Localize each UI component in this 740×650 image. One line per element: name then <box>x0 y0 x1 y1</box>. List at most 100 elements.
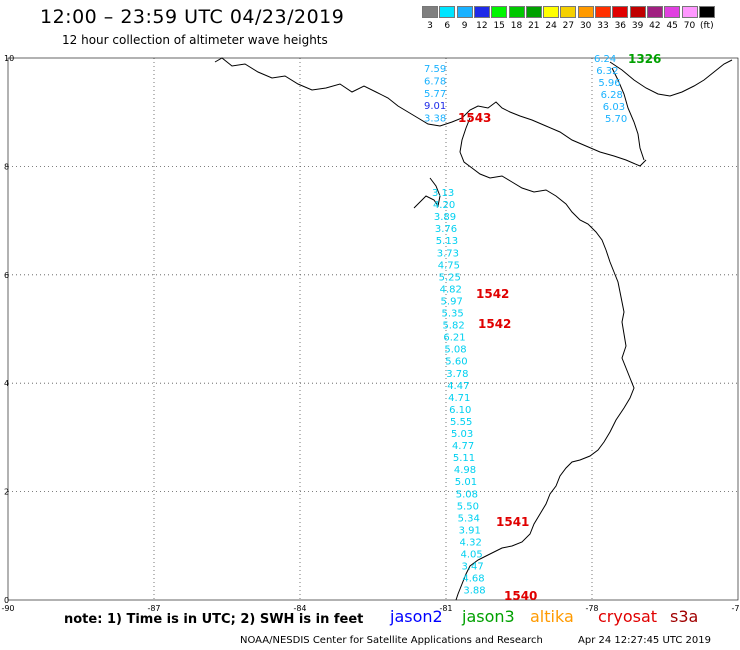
legend-swatch <box>456 6 473 18</box>
y-tick-label: 0 <box>4 596 9 605</box>
wave-height-label: 5.70 <box>605 114 627 125</box>
wave-height-label: 3.89 <box>434 212 456 223</box>
y-tick-label: 2 <box>4 488 9 497</box>
lat-lon-grid <box>8 58 738 600</box>
legend-swatch <box>698 6 715 18</box>
legend-label: 42 <box>649 21 661 31</box>
map-subtitle: 12 hour collection of altimeter wave hei… <box>62 33 328 47</box>
wave-height-label: 5.50 <box>457 501 479 512</box>
pass-time-label: 1541 <box>496 515 529 529</box>
wave-annotations: 7.596.78 5.779.01 3.38 1543 6.246.325.966.28… <box>424 52 661 603</box>
wave-height-label: 4.47 <box>447 381 469 392</box>
legend-swatch <box>439 6 456 18</box>
legend-label: 21 <box>528 21 540 31</box>
wave-height-label: 9.01 <box>424 101 446 112</box>
legend-swatch <box>422 6 438 18</box>
legend-label: 33 <box>597 21 609 31</box>
legend-label: 30 <box>579 21 592 31</box>
cuba-south-coast <box>611 67 645 161</box>
wave-height-label: 6.03 <box>603 102 625 113</box>
y-tick-label: 10 <box>4 54 14 63</box>
legend-swatch <box>664 6 681 18</box>
gulf-of-honduras-coast <box>413 177 441 209</box>
central-america-coast <box>455 117 635 601</box>
wave-height-label: 5.01 <box>455 477 477 488</box>
pass-time-label: 1542 <box>478 317 511 331</box>
wave-height-label: 4.20 <box>433 200 455 211</box>
footer-timestamp: Apr 24 12:27:45 UTC 2019 <box>578 635 711 646</box>
legend-swatch <box>629 6 646 18</box>
x-tick-label: -90 <box>1 604 14 613</box>
wave-height-label: 5.55 <box>450 417 472 428</box>
wave-height-label: 4.32 <box>460 537 482 548</box>
wave-height-label: 6.24 <box>594 54 616 65</box>
wave-height-label: 5.03 <box>451 429 473 440</box>
wave-height-label: 3.78 <box>446 369 468 380</box>
legend-label: 45 <box>666 21 678 31</box>
wave-height-label: 5.82 <box>442 321 464 332</box>
legend-swatch <box>473 6 490 18</box>
legend-label: 70 <box>683 21 696 31</box>
x-tick-label: -75 <box>731 604 740 613</box>
legend-swatch <box>595 6 611 18</box>
pass-time-label: 1326 <box>628 52 661 66</box>
pass-time-label: 1540 <box>504 589 537 603</box>
coastline <box>214 57 733 601</box>
y-tick-label: 8 <box>4 162 9 171</box>
wave-height-label: 3.73 <box>437 248 459 259</box>
wave-height-label: 5.34 <box>458 513 480 524</box>
wave-height-label: 3.38 <box>424 114 446 125</box>
wave-height-label: 5.35 <box>442 309 464 320</box>
legend-label: 18 <box>510 21 523 31</box>
wave-height-label: 5.13 <box>436 236 458 247</box>
legend-label: 12 <box>476 21 488 31</box>
map-frame <box>7 57 739 601</box>
wave-height-label: 5.60 <box>445 357 467 368</box>
wave-height-label: 4.75 <box>438 260 460 271</box>
wave-height-label: 3.13 <box>432 188 454 199</box>
wave-height-label: 4.05 <box>461 550 483 561</box>
satellite-jason3: jason3 <box>462 607 515 626</box>
legend-label: 9 <box>461 21 468 31</box>
wave-height-label: 5.08 <box>444 345 466 356</box>
x-tick-label: -87 <box>147 604 160 613</box>
wave-height-label: 6.10 <box>449 405 471 416</box>
satellite-cryosat: cryosat <box>598 607 658 626</box>
x-tick-label: -78 <box>585 604 598 613</box>
legend-swatch <box>508 6 525 18</box>
pass-time-label: 1542 <box>476 287 509 301</box>
legend-unit: (ft) <box>700 21 714 31</box>
x-tick-label: -84 <box>293 604 306 613</box>
wave-height-label: 6.32 <box>596 66 618 77</box>
wave-height-label: 6.78 <box>424 76 446 87</box>
yucatan-cuba-coast <box>214 57 647 167</box>
y-tick-label: 6 <box>4 271 9 280</box>
wave-height-label: 4.77 <box>452 441 474 452</box>
wave-height-label: 7.59 <box>424 64 446 75</box>
wave-height-label: 5.08 <box>456 489 478 500</box>
legend-label: 15 <box>493 21 505 31</box>
legend-label: 24 <box>545 21 557 31</box>
legend-label: 6 <box>444 21 451 31</box>
wave-height-label: 5.25 <box>439 272 461 283</box>
axis-ticks: -90 -87 -84 -81 -78 -75 0 2 4 6 8 10 <box>1 54 740 613</box>
wave-height-label: 3.88 <box>463 586 485 597</box>
cuba-west-coast <box>609 59 733 97</box>
wave-height-label: 4.82 <box>440 284 462 295</box>
footer-credit: NOAA/NESDIS Center for Satellite Applica… <box>240 635 543 646</box>
legend-swatch <box>577 6 594 18</box>
legend-label: 3 <box>427 21 433 31</box>
legend-label: 39 <box>631 21 644 31</box>
satellite-jason2: jason2 <box>390 607 443 626</box>
legend-swatch <box>491 6 508 18</box>
satellite-s3a: s3a <box>670 607 699 626</box>
wave-height-label: 4.98 <box>454 465 476 476</box>
satellite-altika: altika <box>530 607 574 626</box>
wave-height-label: 4.68 <box>462 574 484 585</box>
wave-height-label: 6.28 <box>601 90 623 101</box>
x-tick-label: -81 <box>439 604 452 613</box>
legend-label: 36 <box>614 21 627 31</box>
legend-swatch <box>681 6 698 18</box>
